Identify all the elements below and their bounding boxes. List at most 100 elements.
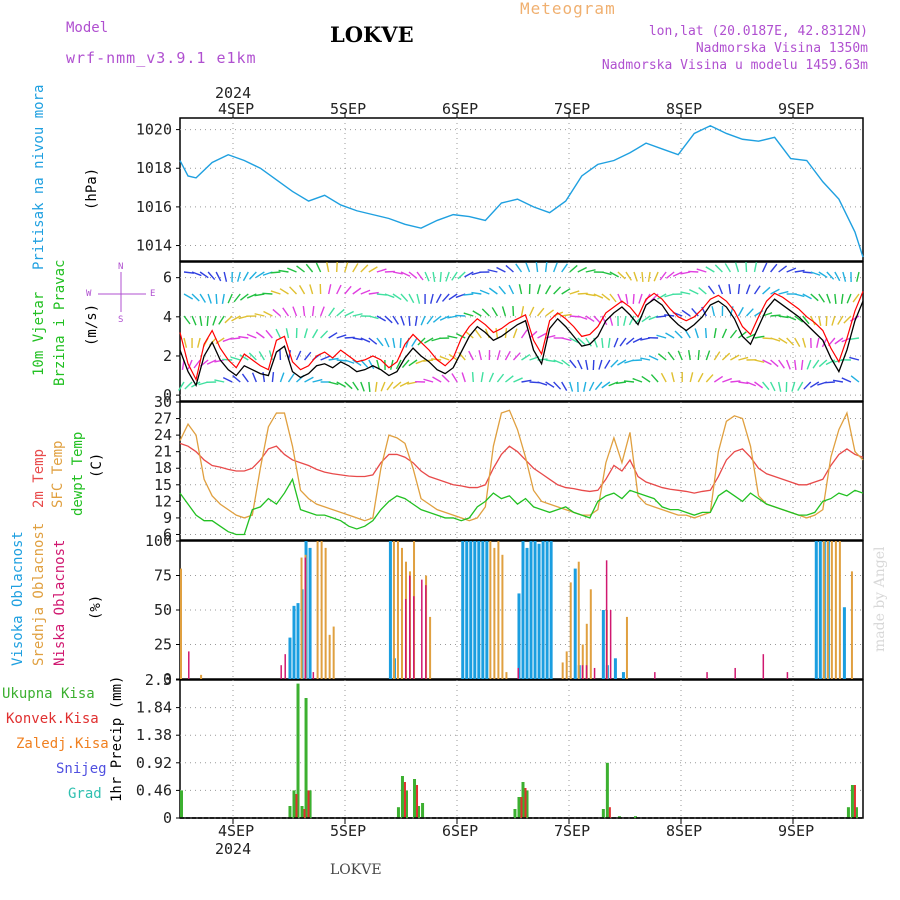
wind-arrow — [761, 262, 768, 273]
precip-total-bar — [517, 797, 521, 818]
wind-arrow — [255, 331, 265, 339]
wind-arrow — [423, 378, 434, 383]
cloud-mid-bar — [838, 541, 841, 679]
wind-arrow — [577, 266, 587, 273]
wind-arrow — [609, 315, 614, 326]
cloud-mid-bar — [505, 672, 508, 679]
wind-arrow — [569, 264, 578, 273]
wind-arrow — [504, 350, 511, 361]
wind-arrow — [734, 262, 740, 273]
wind-arrow — [408, 293, 415, 304]
wind-arrow — [585, 359, 589, 370]
model-label: Model — [66, 20, 109, 36]
wind-arrow — [722, 377, 733, 383]
wind-arrow — [384, 315, 393, 324]
cloud-ytick-label: 75 — [154, 567, 172, 585]
wind-arrow — [478, 350, 483, 361]
precip-total-bar — [417, 806, 421, 818]
wind-arrow — [187, 359, 193, 370]
wind-arrow — [521, 379, 532, 383]
precip-conv-bar — [307, 790, 310, 818]
cloud-mid-bar — [565, 651, 568, 679]
wind-arrow — [717, 284, 724, 295]
cloud-low-bar — [593, 667, 596, 679]
wind-arrow — [282, 307, 290, 317]
wind-arrow — [778, 359, 785, 369]
cloud-low-bar — [654, 672, 656, 679]
cloud-high-bar — [537, 543, 541, 679]
wind-arrow — [588, 381, 595, 392]
cloud-high-bar — [473, 541, 477, 679]
wind-arrow — [520, 329, 528, 339]
wind-arrow — [392, 293, 402, 301]
day-label-top: 8SEP — [666, 100, 702, 118]
cloud-high-bar — [545, 541, 549, 679]
wind-arrow — [818, 271, 828, 279]
precip-conv-bar — [853, 785, 856, 818]
wind-arrow — [848, 337, 860, 341]
wind-arrow — [222, 358, 233, 361]
wind-arrow — [640, 357, 651, 361]
wind-arrow — [818, 315, 822, 326]
wind-arrow — [569, 337, 579, 344]
wind-arrow — [770, 288, 780, 295]
cloud-mid-bar — [585, 623, 588, 679]
wind-arrow — [272, 308, 281, 317]
wind-arrow — [585, 293, 596, 297]
wind-arrow — [463, 312, 474, 317]
wind-arrow — [705, 266, 715, 273]
wind-arrow — [191, 315, 197, 326]
day-label-top: 6SEP — [442, 100, 478, 118]
wind-arrow — [728, 283, 732, 295]
wind-arrow — [231, 315, 241, 322]
wind-arrow — [344, 262, 349, 273]
wind-arrow — [786, 359, 791, 370]
precip-conv-bar — [403, 782, 406, 818]
wind-arrow — [525, 262, 531, 273]
wind-arrow — [786, 337, 795, 346]
wind-arrow — [512, 305, 515, 317]
wind-arrow — [843, 315, 852, 324]
wind-arrow — [246, 293, 257, 299]
wind-arrow — [199, 293, 206, 303]
cloud-mid-bar — [392, 541, 395, 679]
wind-arrow — [825, 315, 828, 327]
wind-arrow — [305, 263, 314, 273]
wind-arrow — [777, 381, 782, 392]
wind-arrow — [320, 330, 329, 339]
wind-ytick-label: 0 — [163, 386, 172, 404]
wind-arrow — [641, 315, 651, 323]
cloud-low-bar — [413, 596, 415, 679]
cloud-high-bar — [469, 541, 473, 679]
wind-arrow — [471, 291, 482, 295]
cloud-mid-bar — [493, 547, 496, 679]
wind-arrow — [320, 355, 331, 361]
wind-ylabel-2: Brzina i Pravac — [52, 259, 68, 386]
cloud-high-bar — [613, 658, 617, 679]
wind-arrow — [488, 372, 495, 383]
wind-arrow — [553, 286, 562, 295]
wind-arrow — [304, 351, 312, 361]
precip-total-bar — [413, 779, 417, 818]
day-label-top: 5SEP — [330, 100, 366, 118]
wind-arrow — [778, 265, 788, 273]
wind-arrow — [852, 293, 860, 303]
cloud-high-bar — [521, 541, 525, 679]
wind-arrow — [222, 376, 233, 383]
wind-arrow — [641, 271, 644, 283]
wind-arrow — [392, 381, 402, 389]
wind-arrow — [834, 271, 841, 282]
wind-arrow — [802, 293, 812, 300]
wind-arrow — [625, 337, 635, 345]
wind-arrow — [289, 286, 298, 295]
wind-arrow — [607, 337, 611, 349]
wind-ytick-label: 4 — [163, 308, 172, 326]
wind-arrow — [826, 271, 835, 280]
cloud-mid-bar — [429, 616, 432, 679]
wind-arrow — [680, 271, 691, 275]
temp-ytick-label: 15 — [154, 476, 172, 494]
wind-arrow — [521, 353, 531, 361]
model-name: wrf-nmm_v3.9.1 e1km — [66, 49, 257, 67]
wind-arrow — [230, 337, 241, 340]
wind-arrow — [623, 380, 635, 383]
